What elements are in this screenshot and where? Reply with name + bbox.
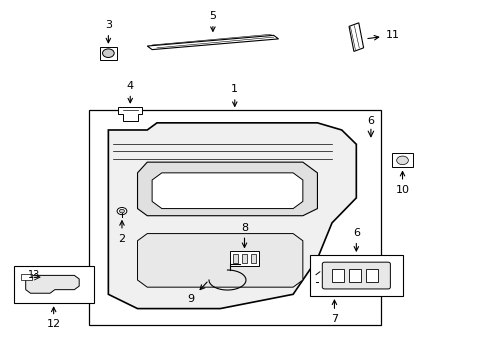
Polygon shape bbox=[147, 35, 278, 50]
PathPatch shape bbox=[137, 234, 302, 287]
Bar bbox=[21, 274, 31, 280]
Bar bbox=[14, 266, 94, 303]
Text: 8: 8 bbox=[241, 222, 247, 247]
Circle shape bbox=[396, 156, 407, 165]
Text: 6: 6 bbox=[352, 228, 359, 251]
Text: 11: 11 bbox=[367, 30, 399, 40]
Text: 3: 3 bbox=[104, 20, 112, 43]
Bar bbox=[331, 269, 344, 282]
FancyBboxPatch shape bbox=[322, 262, 389, 289]
Bar bbox=[100, 47, 117, 60]
Text: 12: 12 bbox=[46, 307, 61, 329]
Bar bbox=[233, 254, 238, 263]
Circle shape bbox=[119, 209, 124, 213]
Bar bbox=[348, 269, 361, 282]
PathPatch shape bbox=[108, 123, 356, 309]
PathPatch shape bbox=[152, 173, 302, 208]
Bar bbox=[242, 254, 246, 263]
Text: 10: 10 bbox=[395, 171, 408, 195]
Bar bbox=[391, 153, 412, 167]
Text: 13: 13 bbox=[28, 270, 41, 280]
Text: 9: 9 bbox=[187, 282, 207, 304]
Polygon shape bbox=[348, 23, 363, 51]
Text: 6: 6 bbox=[366, 116, 374, 126]
PathPatch shape bbox=[26, 275, 79, 293]
Bar bbox=[89, 111, 380, 325]
Text: 4: 4 bbox=[126, 81, 134, 103]
Bar bbox=[366, 269, 377, 282]
Polygon shape bbox=[118, 107, 142, 121]
Text: 2: 2 bbox=[118, 221, 125, 244]
Text: 7: 7 bbox=[330, 300, 337, 324]
Text: 5: 5 bbox=[209, 11, 216, 31]
Text: 1: 1 bbox=[231, 84, 238, 106]
Circle shape bbox=[117, 207, 126, 215]
PathPatch shape bbox=[137, 162, 317, 216]
Circle shape bbox=[102, 49, 114, 58]
Bar bbox=[250, 254, 255, 263]
Bar bbox=[309, 255, 402, 296]
Bar bbox=[229, 251, 259, 266]
